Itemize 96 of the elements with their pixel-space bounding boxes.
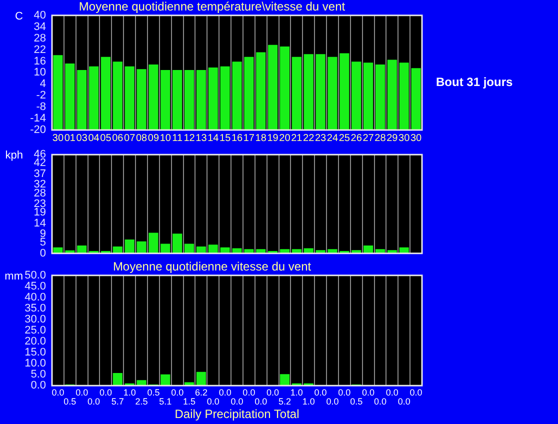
x-tick-label: 30 [410, 132, 422, 144]
y-tick-label: 4 [40, 78, 46, 90]
chart-title: Moyenne quotidienne température\vitesse du vent [78, 0, 346, 14]
data-label: 1.0 [123, 388, 136, 398]
data-label: 5.2 [278, 396, 291, 407]
text: Bout 31 jours [436, 75, 513, 89]
y-tick-label: 50.0 [24, 269, 46, 282]
data-label: 0.0 [88, 396, 100, 407]
x-tick-label: 18 [255, 132, 267, 144]
data-label: 5.7 [111, 396, 124, 407]
x-tick-label: 04 [88, 132, 100, 144]
x-tick-label: 30 [398, 132, 410, 144]
y-tick-label: 5 [40, 236, 46, 249]
y-tick-label: 22 [34, 44, 46, 56]
x-tick-label: 11 [172, 132, 183, 144]
y-tick-label: 0 [40, 247, 46, 260]
x-tick-label: 06 [112, 132, 124, 144]
x-tick-label: 16 [231, 132, 243, 144]
data-label: 0.0 [374, 396, 386, 407]
data-label: 0.0 [398, 396, 410, 407]
y-tick-label: 14 [34, 217, 46, 230]
x-tick-label: 13 [196, 132, 208, 144]
data-label: 0.5 [350, 396, 363, 407]
x-tick-label: 30 [52, 132, 64, 144]
y-tick-label: 28 [34, 187, 46, 200]
y-tick-label: 34 [34, 20, 46, 33]
y-tick-label: 25.0 [24, 324, 46, 337]
x-tick-label: 14 [208, 132, 220, 144]
data-label: 0.0 [230, 396, 244, 407]
y-tick-label: 40.0 [24, 291, 46, 304]
x-tick-label: 24 [326, 132, 338, 144]
x-tick-label: 23 [314, 132, 327, 144]
data-label: 2.5 [135, 396, 148, 407]
y-tick-label: 15.0 [24, 346, 46, 359]
y-tick-label: 37 [34, 168, 46, 180]
x-tick-label: 01 [64, 132, 76, 144]
data-label: 0.0 [362, 388, 375, 398]
x-tick-label: 27 [362, 132, 374, 144]
y-tick-label: -20 [30, 124, 46, 136]
data-label: 0.0 [254, 396, 268, 407]
data-label: 0.0 [266, 388, 280, 398]
data-label: 0.0 [52, 388, 64, 398]
y-tick-label: -8 [36, 101, 46, 114]
x-tick-label: 07 [124, 132, 136, 144]
y-axis-title: mm [4, 270, 23, 282]
data-label: 0.0 [206, 396, 220, 407]
x-tick-label: 20 [279, 132, 291, 144]
data-label: 0.5 [147, 388, 160, 398]
data-label: 1.0 [290, 388, 303, 398]
data-label: 0.5 [64, 396, 76, 407]
data-label: 0.0 [218, 388, 232, 398]
x-tick-label: 28 [374, 132, 386, 144]
x-tick-label: 26 [350, 132, 362, 144]
x-axis-title: Daily Precipitation Total [174, 407, 300, 422]
data-label: 0.0 [314, 388, 327, 398]
x-tick-label: 17 [243, 132, 255, 144]
x-tick-label: 10 [160, 132, 172, 144]
data-label: 0.0 [338, 388, 351, 398]
y-tick-label: 35.0 [24, 302, 46, 314]
y-tick-label: 5.0 [30, 368, 46, 381]
data-label: 0.0 [386, 388, 398, 398]
y-tick-label: 0.0 [30, 380, 46, 392]
x-tick-label: 09 [148, 132, 160, 144]
y-axis-title: C [15, 10, 24, 22]
y-tick-label: 30.0 [24, 314, 46, 326]
x-tick-label: 29 [386, 132, 398, 144]
data-label: 1.5 [183, 396, 196, 407]
data-label: 0.0 [99, 388, 112, 398]
y-tick-label: 16 [34, 55, 46, 68]
data-label: 0.0 [242, 388, 256, 398]
y-tick-label: 10 [34, 66, 46, 79]
x-tick-label: 08 [136, 132, 148, 144]
y-tick-label: 28 [34, 32, 46, 44]
data-label: 0.0 [410, 388, 422, 398]
data-label: 0.0 [171, 388, 184, 398]
x-tick-label: 05 [100, 132, 112, 144]
x-tick-label: 19 [267, 132, 279, 144]
y-tick-label: 20.0 [24, 336, 46, 348]
x-tick-label: 21 [291, 132, 303, 144]
x-tick-label: 03 [76, 132, 88, 144]
y-tick-label: 10.0 [24, 358, 46, 370]
y-tick-label: -2 [36, 90, 46, 102]
y-tick-label: 40 [34, 9, 46, 22]
x-tick-label: 15 [220, 132, 232, 144]
x-tick-label: 25 [338, 132, 350, 144]
x-tick-label: 12 [184, 132, 196, 144]
y-tick-label: -14 [30, 112, 46, 125]
x-tick-label: 22 [303, 132, 315, 144]
data-label: 6.2 [194, 388, 208, 398]
y-axis-title: kph [5, 150, 23, 162]
y-tick-label: 45.0 [24, 280, 46, 292]
chart-title: Moyenne quotidienne vitesse du vent [112, 260, 312, 274]
data-label: 0.0 [326, 396, 339, 407]
data-label: 0.0 [76, 388, 88, 398]
data-label: 1.0 [302, 396, 315, 407]
data-label: 5.1 [159, 396, 172, 407]
